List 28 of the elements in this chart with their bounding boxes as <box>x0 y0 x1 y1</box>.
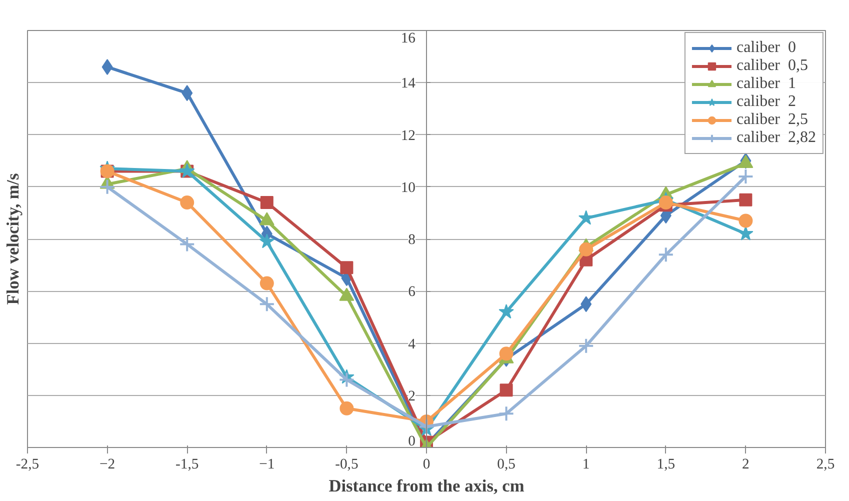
legend-label: caliber 2,82 <box>736 129 816 147</box>
x-tick-label: -0,5 <box>335 456 358 472</box>
x-tick-label: 0,5 <box>497 456 516 472</box>
y-tick-label: 16 <box>400 30 416 46</box>
x-tick-label: -1,5 <box>176 456 199 472</box>
x-tick-label: 1,5 <box>656 456 676 472</box>
y-axis-title: Flow velocity, m/s <box>4 173 22 305</box>
legend-label: caliber 2,5 <box>736 111 808 129</box>
legend-label: caliber 2 <box>736 93 796 111</box>
x-tick-label: -2,5 <box>16 456 40 472</box>
x-tick-label: −1 <box>259 456 275 472</box>
y-tick-label: 6 <box>408 284 416 300</box>
y-tick-label: 12 <box>400 128 416 144</box>
x-tick-label: 2 <box>742 456 750 472</box>
legend-label: caliber 1 <box>736 75 796 93</box>
x-tick-label: 2,5 <box>816 456 835 472</box>
y-tick-label: 10 <box>400 180 416 196</box>
legend-label: caliber 0 <box>736 39 796 57</box>
x-tick-label: 0 <box>422 456 430 472</box>
x-tick-label: −2 <box>100 456 116 472</box>
legend-label: caliber 0,5 <box>736 57 808 75</box>
x-axis-title: Distance from the axis, cm <box>328 476 525 496</box>
x-tick-label: 1 <box>582 456 590 472</box>
y-tick-label: 8 <box>408 232 416 248</box>
y-tick-label: 2 <box>408 388 416 404</box>
y-tick-label: 0 <box>408 434 416 450</box>
y-tick-label: 4 <box>408 336 416 352</box>
y-tick-label: 14 <box>400 76 416 92</box>
